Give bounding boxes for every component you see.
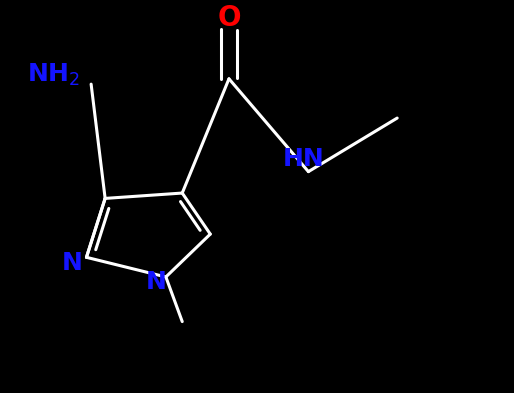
Text: N: N: [62, 251, 83, 275]
Text: N: N: [146, 270, 167, 294]
Text: NH$_2$: NH$_2$: [27, 62, 80, 88]
Text: O: O: [217, 4, 241, 32]
Text: HN: HN: [283, 147, 325, 171]
